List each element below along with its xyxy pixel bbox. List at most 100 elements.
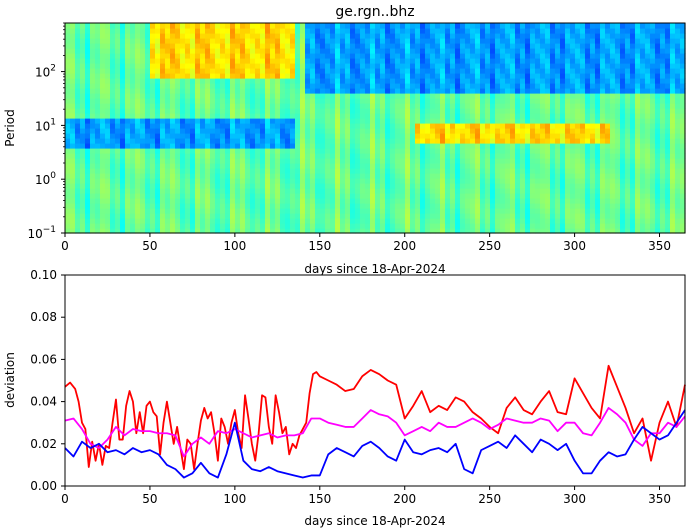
heatmap-cell [135,163,141,169]
heatmap-cell [80,63,86,69]
heatmap-cell [370,128,376,134]
heatmap-cell [200,58,206,64]
heatmap-cell [225,103,231,109]
heatmap-cell [70,93,76,99]
heatmap-cell [160,148,166,154]
heatmap-cell [255,143,261,149]
heatmap-cell [255,53,261,59]
heatmap-cell [100,228,106,234]
heatmap-cell [215,228,221,234]
heatmap-cell [360,58,366,64]
heatmap-cell [150,178,156,184]
heatmap-cell [225,148,231,154]
heatmap-cell [385,178,391,184]
heatmap-cell [280,113,286,119]
heatmap-cell [645,223,651,229]
heatmap-cell [510,163,516,169]
heatmap-cell [430,208,436,214]
heatmap-cell [645,198,651,204]
heatmap-cell [440,78,446,84]
heatmap-cell [600,188,606,194]
heatmap-cell [500,208,506,214]
heatmap-cell [350,228,356,234]
heatmap-cell [450,28,456,34]
heatmap-cell [275,158,281,164]
heatmap-cell [130,103,136,109]
heatmap-cell [135,63,141,69]
heatmap-cell [325,73,331,79]
heatmap-cell [600,208,606,214]
heatmap-cell [320,183,326,189]
heatmap-cell [485,48,491,54]
heatmap-cell [385,208,391,214]
heatmap-cell [295,208,301,214]
heatmap-cell [285,98,291,104]
heatmap-cell [175,143,181,149]
heatmap-cell [605,198,611,204]
heatmap-cell [395,218,401,224]
heatmap-cell [610,158,616,164]
heatmap-cell [535,218,541,224]
heatmap-cell [510,48,516,54]
heatmap-cell [120,158,126,164]
heatmap-cell [175,128,181,134]
heatmap-cell [185,33,191,39]
heatmap-cell [350,103,356,109]
heatmap-cell [580,108,586,114]
heatmap-cell [480,228,486,234]
heatmap-cell [295,173,301,179]
heatmap-cell [455,148,461,154]
heatmap-cell [370,163,376,169]
heatmap-cell [125,158,131,164]
heatmap-cell [195,213,201,219]
heatmap-cell [560,113,566,119]
heatmap-cell [140,98,146,104]
heatmap-cell [475,113,481,119]
heatmap-cell [195,138,201,144]
heatmap-cell [105,68,111,74]
heatmap-cell [385,153,391,159]
heatmap-cell [145,208,151,214]
heatmap-cell [120,173,126,179]
heatmap-cell [390,63,396,69]
heatmap-cell [430,168,436,174]
heatmap-cell [450,218,456,224]
heatmap-cell [655,208,661,214]
heatmap-cell [410,143,416,149]
heatmap-cell [525,108,531,114]
heatmap-cell [495,38,501,44]
heatmap-cell [590,148,596,154]
heatmap-cell [435,73,441,79]
heatmap-cell [105,78,111,84]
heatmap-cell [270,208,276,214]
heatmap-cell [410,43,416,49]
heatmap-cell [150,58,156,64]
heatmap-cell [80,193,86,199]
heatmap-cell [370,138,376,144]
heatmap-cell [120,203,126,209]
heatmap-cell [385,88,391,94]
heatmap-cell [405,108,411,114]
heatmap-cell [230,163,236,169]
heatmap-cell [115,28,121,34]
heatmap-cell [255,228,261,234]
heatmap-cell [215,93,221,99]
heatmap-cell [315,198,321,204]
heatmap-cell [430,188,436,194]
heatmap-cell [205,118,211,124]
heatmap-cell [600,218,606,224]
heatmap-cell [215,203,221,209]
heatmap-cell [490,113,496,119]
heatmap-cell [90,58,96,64]
heatmap-cell [510,98,516,104]
heatmap-cell [495,228,501,234]
heatmap-cell [460,133,466,139]
heatmap-cell [535,28,541,34]
heatmap-cell [570,83,576,89]
heatmap-cell [440,103,446,109]
heatmap-cell [400,128,406,134]
heatmap-cell [325,173,331,179]
heatmap-cell [160,218,166,224]
heatmap-cell [280,53,286,59]
heatmap-cell [330,173,336,179]
